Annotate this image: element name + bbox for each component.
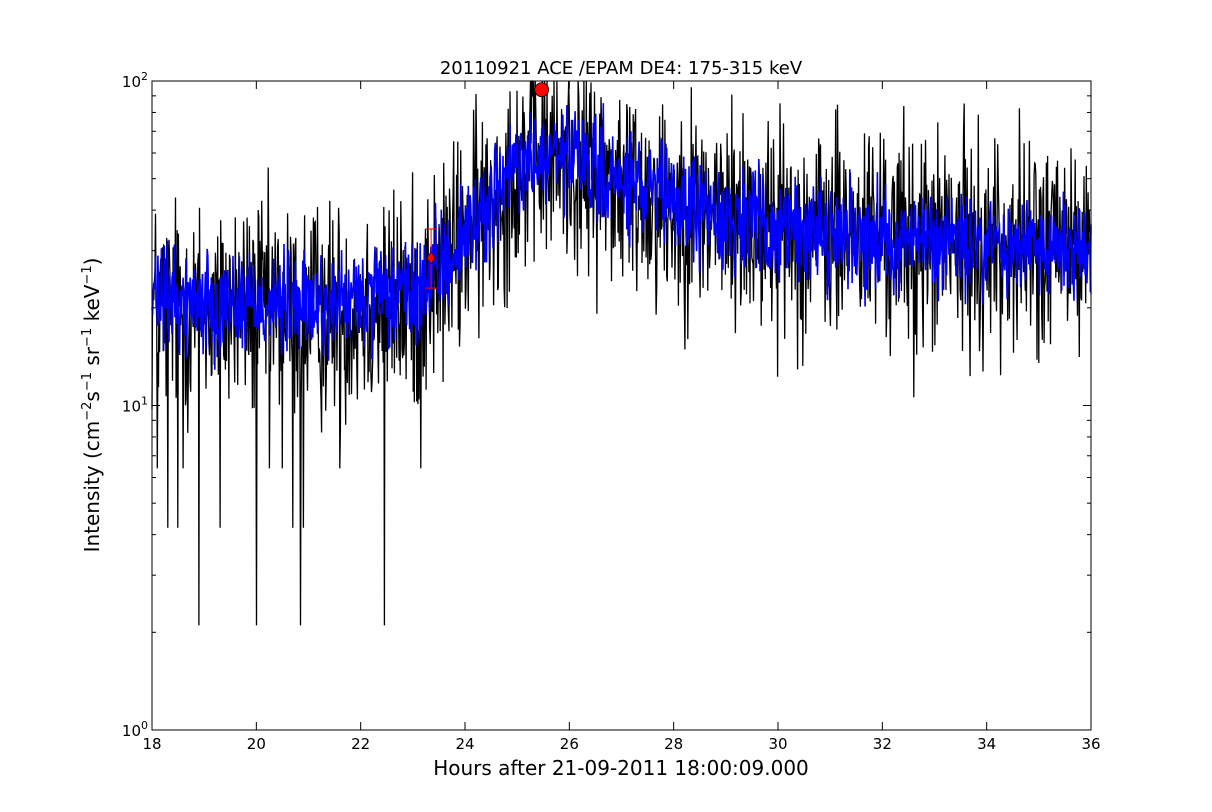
- plot-area: [151, 80, 1092, 731]
- x-tick-label: 20: [247, 735, 266, 753]
- y-tick-label: 101: [122, 395, 148, 416]
- x-tick-label: 30: [768, 735, 787, 753]
- series-layer: [151, 80, 1092, 626]
- x-tick-label: 18: [142, 735, 161, 753]
- y-tick-label: 100: [122, 719, 148, 740]
- chart-title: 20110921 ACE /EPAM DE4: 175-315 keV: [440, 58, 803, 79]
- series-line-2: [151, 103, 1092, 370]
- onset-marker: [426, 251, 436, 265]
- x-tick-label: 34: [977, 735, 996, 753]
- marker-layer: [425, 82, 550, 289]
- y-axis-label: Intensity (cm−2s−1 sr−1 keV−1): [80, 258, 104, 553]
- y-axis-ticks: 100 101 102: [122, 70, 1091, 740]
- y-tick-label: 102: [122, 70, 148, 91]
- x-tick-label: 28: [664, 735, 683, 753]
- x-axis-ticks: 18 20 22 24 26 28 30 32 34 36: [142, 81, 1101, 753]
- x-tick-label: 22: [351, 735, 370, 753]
- x-tick-label: 32: [873, 735, 892, 753]
- x-axis-label: Hours after 21-09-2011 18:00:09.000: [433, 756, 809, 780]
- x-tick-label: 26: [560, 735, 579, 753]
- x-tick-label: 24: [455, 735, 474, 753]
- peak-marker: [534, 82, 550, 98]
- x-tick-label: 36: [1081, 735, 1100, 753]
